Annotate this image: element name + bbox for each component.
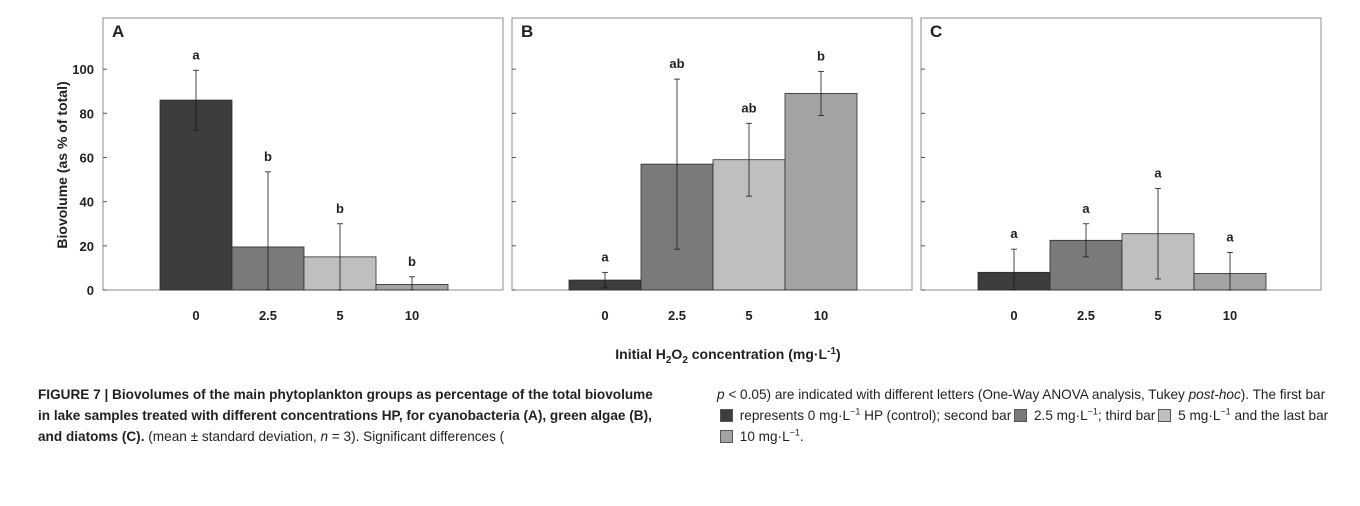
caption-n: n	[320, 429, 329, 444]
legend-swatch-0	[720, 409, 733, 422]
y-tick-label: 60	[80, 151, 94, 166]
caption-sup-2: −1	[1087, 406, 1098, 417]
legend-swatch-3	[720, 430, 733, 443]
caption-text-10: and the last bar	[1230, 408, 1329, 423]
caption-p: p	[717, 387, 725, 402]
caption-right-column: p < 0.05) are indicated with different l…	[717, 384, 1337, 447]
legend-swatch-2	[1158, 409, 1172, 422]
x-tick-label: 2.5	[259, 308, 277, 323]
x-tick-label: 2.5	[668, 308, 686, 323]
panel-label-C: C	[930, 22, 942, 41]
y-tick-label: 100	[72, 62, 94, 77]
caption-title: FIGURE 7 | Biovolumes of the main phytop…	[38, 387, 653, 444]
caption-text-4: ). The first bar	[1240, 387, 1326, 402]
x-tick-label: 10	[814, 308, 828, 323]
caption-text-9: 5 mg·L	[1174, 408, 1221, 423]
significance-label: a	[601, 249, 609, 264]
caption-text-2: = 3). Significant differences (	[328, 429, 505, 444]
panel-label-A: A	[112, 22, 124, 41]
caption-posthoc: post-hoc	[1188, 387, 1241, 402]
x-tick-label: 10	[1223, 308, 1237, 323]
caption-sup-3: −1	[1220, 406, 1231, 417]
legend-swatch-1	[1014, 409, 1028, 422]
caption-text-11: 10 mg·L	[736, 429, 790, 444]
y-tick-label: 20	[80, 239, 94, 254]
x-tick-label: 5	[745, 308, 752, 323]
y-tick-label: 40	[80, 195, 94, 210]
y-tick-label: 80	[80, 106, 94, 121]
panel-label-B: B	[521, 22, 533, 41]
x-tick-label: 2.5	[1077, 308, 1095, 323]
x-tick-label: 5	[336, 308, 343, 323]
significance-label: a	[1010, 226, 1018, 241]
significance-label: b	[336, 201, 344, 216]
significance-label: a	[1082, 201, 1090, 216]
figure-chart: 020406080100Aa0b2.5b5b10Ba0ab2.5ab5b10Ca…	[54, 17, 1322, 366]
bar-B-3	[784, 93, 858, 291]
significance-label: a	[1154, 165, 1162, 180]
significance-label: a	[192, 47, 200, 62]
x-tick-label: 0	[1010, 308, 1017, 323]
x-tick-label: 5	[1154, 308, 1161, 323]
significance-label: b	[817, 48, 825, 63]
significance-label: ab	[669, 56, 684, 71]
caption-sup-1: −1	[850, 406, 861, 417]
y-tick-label: 0	[87, 283, 94, 298]
significance-label: a	[1226, 229, 1234, 244]
caption-text-7: 2.5 mg·L	[1030, 408, 1088, 423]
caption-text-8: ; third bar	[1097, 408, 1156, 423]
caption-sup-4: −1	[789, 427, 800, 438]
significance-label: ab	[741, 100, 756, 115]
caption-left-column: FIGURE 7 | Biovolumes of the main phytop…	[38, 384, 658, 447]
caption-text-12: .	[799, 429, 804, 444]
x-tick-label: 10	[405, 308, 419, 323]
x-tick-label: 0	[601, 308, 608, 323]
caption-text-3: < 0.05) are indicated with different let…	[724, 387, 1189, 402]
x-tick-label: 0	[192, 308, 199, 323]
y-axis-label: Biovolume (as % of total)	[54, 81, 70, 248]
significance-label: b	[408, 254, 416, 269]
caption-text-5: represents 0 mg·L	[736, 408, 851, 423]
caption-text-1: (mean ± standard deviation,	[144, 429, 321, 444]
x-axis-label: Initial H2O2 concentration (mg·L-1)	[615, 346, 840, 366]
caption-text-6: HP (control); second bar	[860, 408, 1012, 423]
significance-label: b	[264, 149, 272, 164]
